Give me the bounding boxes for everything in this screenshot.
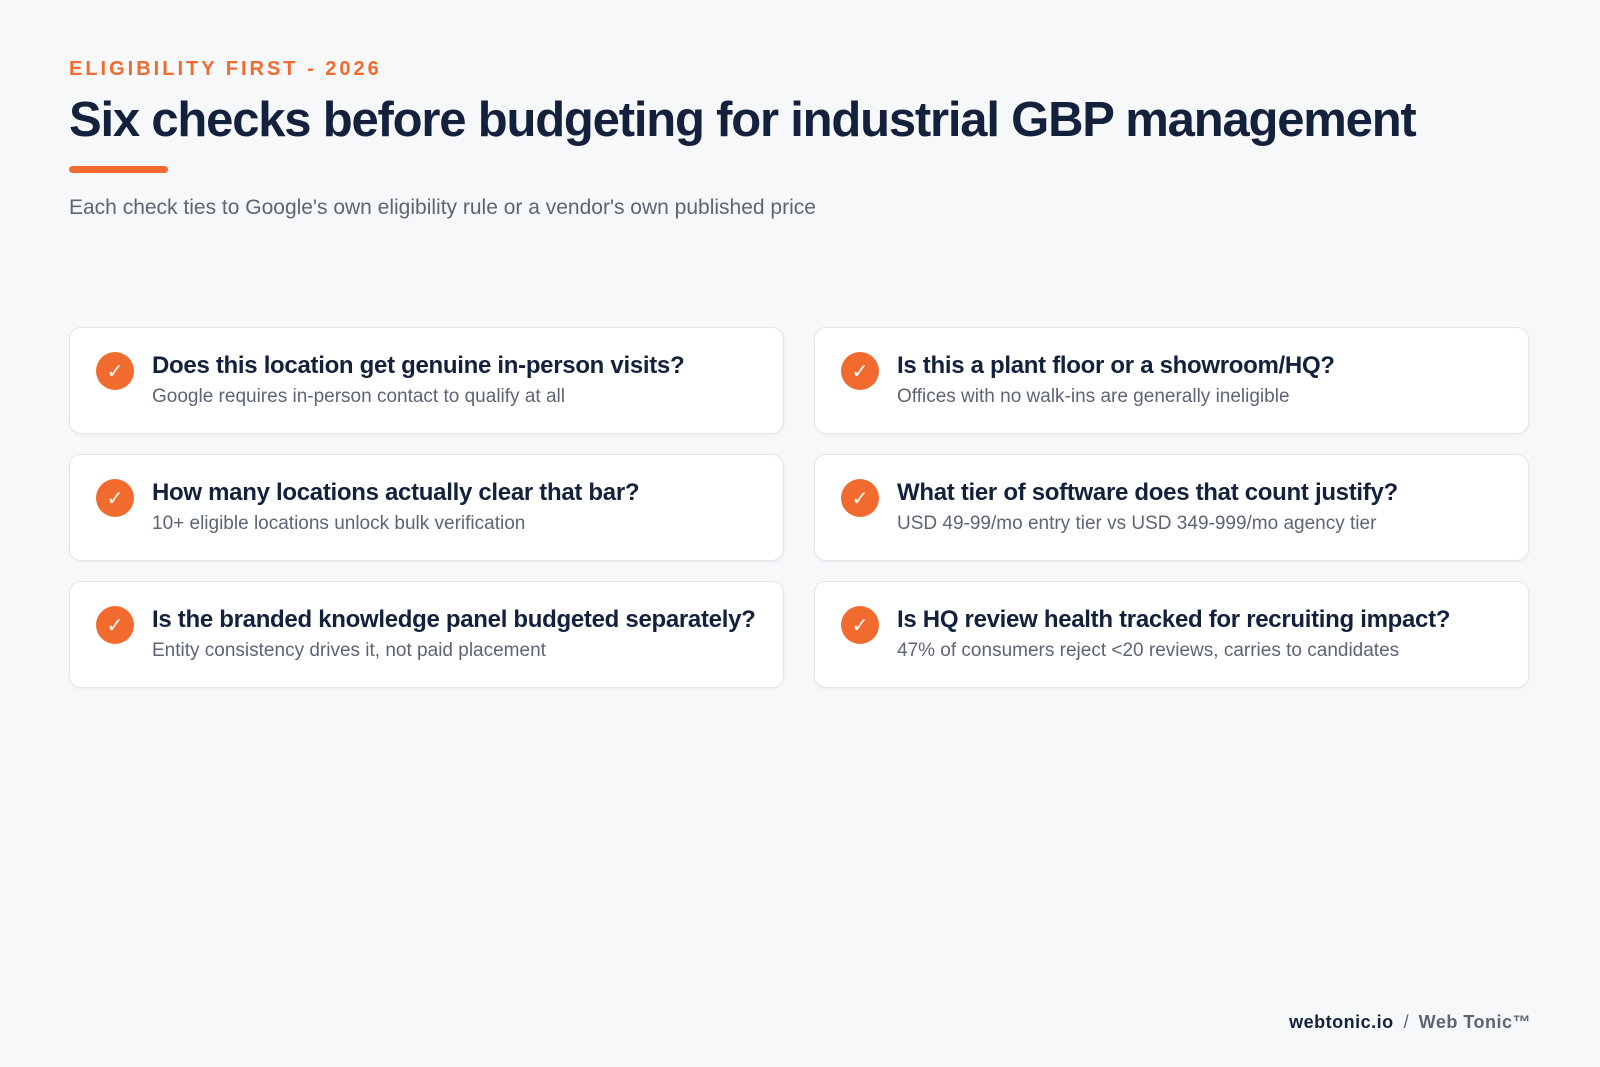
check-answer: USD 49-99/mo entry tier vs USD 349-999/m… — [897, 513, 1377, 534]
page-title: Six checks before budgeting for industri… — [69, 93, 1417, 147]
checkmark-icon: ✓ — [841, 606, 879, 644]
check-text: Is HQ review health tracked for recruiti… — [897, 604, 1504, 664]
check-card: ✓ Is this a plant floor or a showroom/HQ… — [814, 327, 1529, 434]
check-answer: Google requires in-person contact to qua… — [152, 386, 565, 407]
check-question: Is the branded knowledge panel budgeted … — [152, 606, 756, 633]
check-card: ✓ Does this location get genuine in-pers… — [69, 327, 784, 434]
footer-separator: / — [1403, 1012, 1409, 1032]
check-card: ✓ Is HQ review health tracked for recrui… — [814, 581, 1529, 688]
accent-divider — [69, 166, 168, 173]
check-question: Is this a plant floor or a showroom/HQ? — [897, 352, 1335, 379]
checkmark-icon: ✓ — [96, 606, 134, 644]
check-answer: Offices with no walk-ins are generally i… — [897, 386, 1290, 407]
check-text: What tier of software does that count ju… — [897, 477, 1504, 537]
footer-credit: webtonic.io / Web Tonic™ — [1289, 1012, 1531, 1033]
check-card: ✓ Is the branded knowledge panel budgete… — [69, 581, 784, 688]
eyebrow-label: ELIGIBILITY FIRST - 2026 — [69, 58, 382, 80]
check-question: What tier of software does that count ju… — [897, 479, 1398, 506]
check-text: How many locations actually clear that b… — [152, 477, 759, 537]
check-text: Is this a plant floor or a showroom/HQ? … — [897, 350, 1504, 410]
check-text: Is the branded knowledge panel budgeted … — [152, 604, 759, 664]
page-subtitle: Each check ties to Google's own eligibil… — [69, 196, 816, 219]
checkmark-icon: ✓ — [841, 479, 879, 517]
checkmark-icon: ✓ — [96, 352, 134, 390]
footer-domain: webtonic.io — [1289, 1012, 1394, 1032]
checks-grid: ✓ Does this location get genuine in-pers… — [69, 327, 1531, 688]
footer-brand: Web Tonic™ — [1418, 1012, 1531, 1032]
checkmark-icon: ✓ — [96, 479, 134, 517]
check-card: ✓ What tier of software does that count … — [814, 454, 1529, 561]
check-question: Does this location get genuine in-person… — [152, 352, 685, 379]
page: ELIGIBILITY FIRST - 2026 Six checks befo… — [69, 0, 1531, 1067]
check-text: Does this location get genuine in-person… — [152, 350, 759, 410]
check-answer: 47% of consumers reject <20 reviews, car… — [897, 640, 1400, 661]
check-card: ✓ How many locations actually clear that… — [69, 454, 784, 561]
check-answer: 10+ eligible locations unlock bulk verif… — [152, 513, 526, 534]
checkmark-icon: ✓ — [841, 352, 879, 390]
check-answer: Entity consistency drives it, not paid p… — [152, 640, 546, 661]
check-question: How many locations actually clear that b… — [152, 479, 640, 506]
check-question: Is HQ review health tracked for recruiti… — [897, 606, 1451, 633]
